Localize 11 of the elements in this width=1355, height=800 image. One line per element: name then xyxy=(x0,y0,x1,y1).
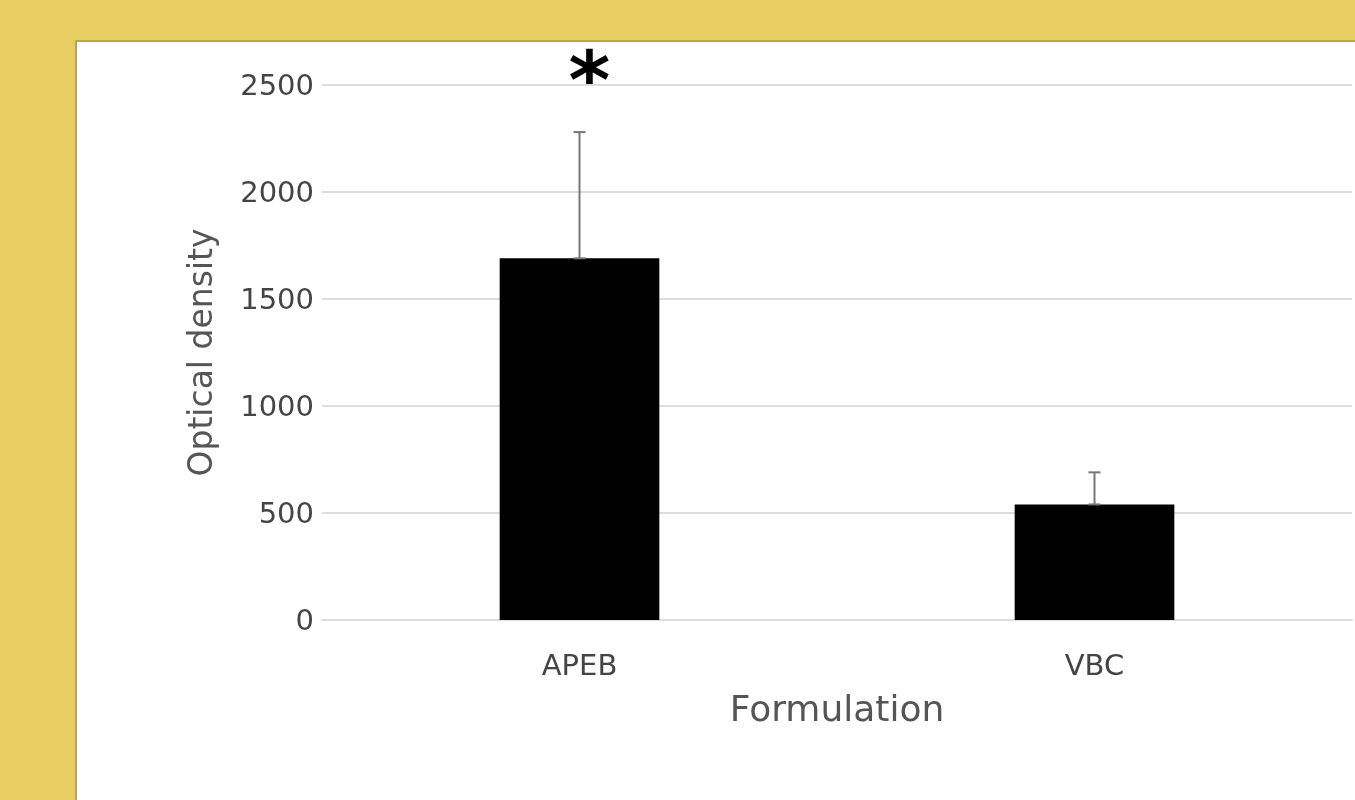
y-tick-label: 2000 xyxy=(240,175,314,209)
x-tick-label: APEB xyxy=(541,647,618,682)
y-tick-label: 2500 xyxy=(240,68,314,102)
y-tick-label: 500 xyxy=(258,496,314,530)
x-axis-title: Formulation xyxy=(729,687,945,729)
y-axis-title: Optical density xyxy=(181,228,220,477)
annotation: * xyxy=(568,33,611,127)
x-tick-label: VBC xyxy=(1064,647,1125,682)
y-tick-label: 0 xyxy=(295,603,314,637)
y-tick-label: 1000 xyxy=(240,389,314,423)
y-tick-label: 1500 xyxy=(240,282,314,316)
